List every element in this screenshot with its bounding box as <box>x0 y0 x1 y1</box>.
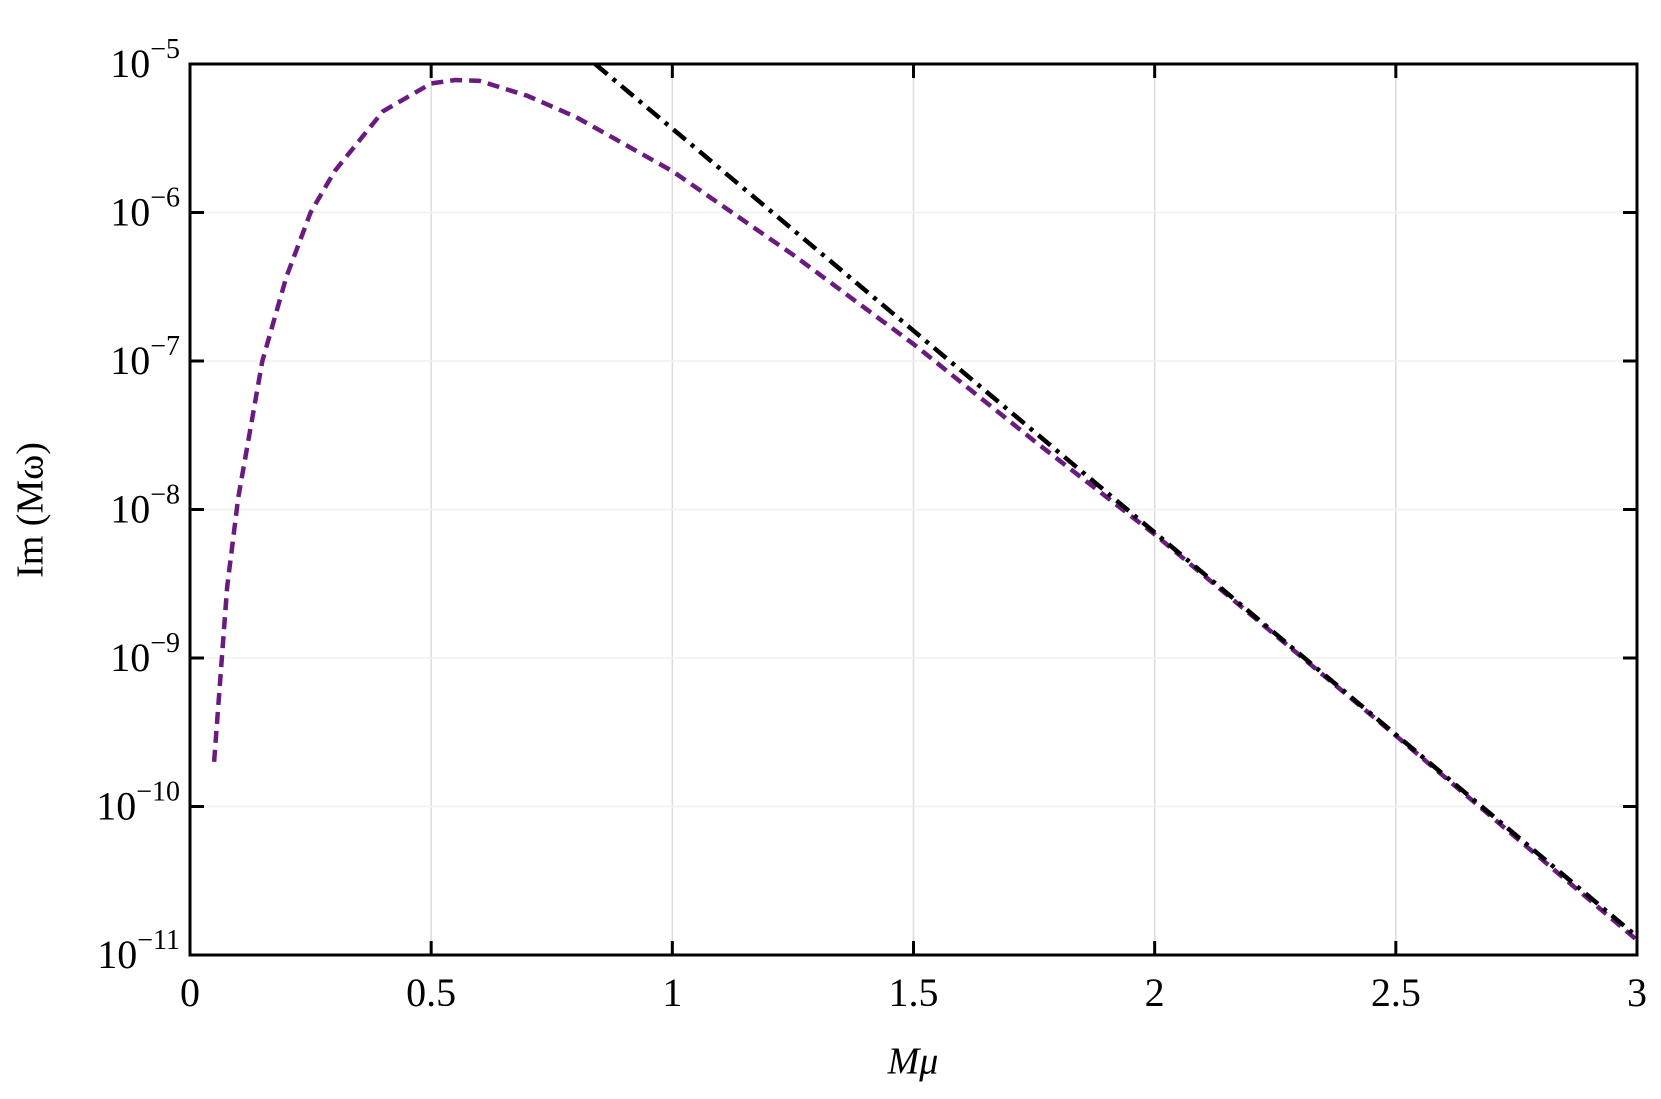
series-line <box>211 77 1637 942</box>
series-line <box>593 64 1637 939</box>
y-tick-label: 10−9 <box>110 628 180 680</box>
x-axis-label: Mμ <box>887 1041 939 1083</box>
x-tick-label: 0 <box>180 970 200 1015</box>
y-tick-label: 10−5 <box>110 34 180 86</box>
x-tick-label: 1 <box>662 970 682 1015</box>
y-axis-label: Im (Mω) <box>10 442 52 578</box>
x-tick-label: 3 <box>1627 970 1647 1015</box>
y-tick-label: 10−8 <box>110 480 180 532</box>
x-tick-label: 0.5 <box>406 970 456 1015</box>
y-tick-label: 10−6 <box>110 183 180 235</box>
y-tick-label: 10−7 <box>110 331 180 383</box>
x-tick-label: 2.5 <box>1371 970 1421 1015</box>
y-tick-label: 10−10 <box>96 777 180 829</box>
x-tick-label: 2 <box>1145 970 1165 1015</box>
y-tick-label: 10−11 <box>97 925 180 977</box>
x-tick-label: 1.5 <box>889 970 939 1015</box>
